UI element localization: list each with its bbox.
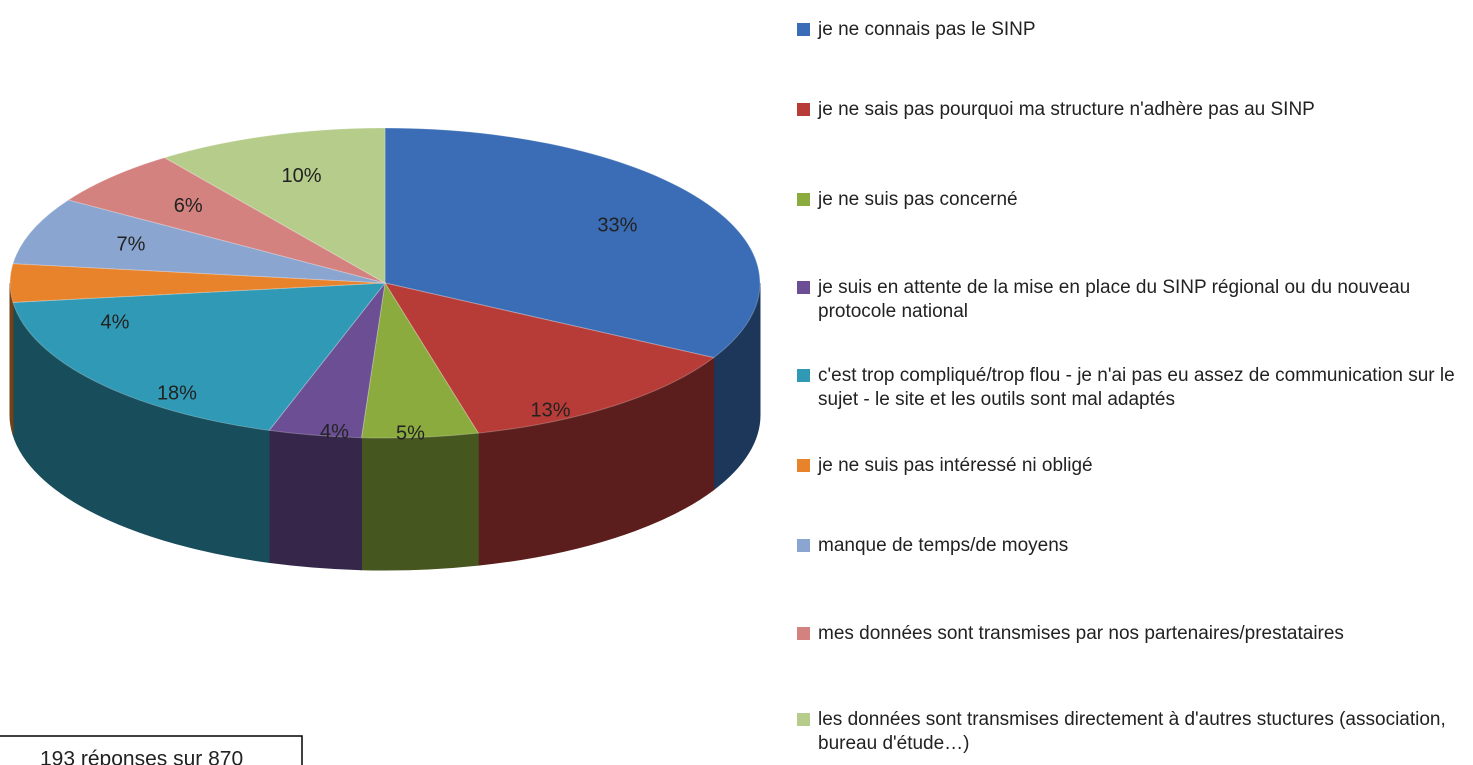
legend-item: manque de temps/de moyens xyxy=(797,534,1467,558)
legend-item: je ne suis pas concerné xyxy=(797,188,1467,212)
legend-item: je ne connais pas le SINP xyxy=(797,18,1467,42)
legend-swatch xyxy=(797,281,810,294)
legend-swatch xyxy=(797,539,810,552)
slice xyxy=(268,281,386,439)
data-label: 4% xyxy=(320,421,349,443)
slice xyxy=(383,282,715,434)
data-label: 13% xyxy=(530,399,570,421)
data-label: 10% xyxy=(282,165,322,187)
data-label: 4% xyxy=(101,311,130,333)
legend-item: je ne sais pas pourquoi ma structure n'a… xyxy=(797,98,1467,122)
legend-swatch xyxy=(797,459,810,472)
legend-item: les données sont transmises directement … xyxy=(797,708,1467,756)
slice xyxy=(12,199,386,284)
data-label: 5% xyxy=(396,422,425,444)
legend-item: mes données sont transmises par nos part… xyxy=(797,622,1467,646)
legend-label: les données sont transmises directement … xyxy=(818,709,1446,754)
slice xyxy=(9,263,386,303)
slice xyxy=(12,282,387,431)
legend-item: c'est trop compliqué/trop flou - je n'ai… xyxy=(797,364,1467,412)
legend-label: mes données sont transmises par nos part… xyxy=(818,623,1344,644)
legend-swatch xyxy=(797,103,810,116)
slice xyxy=(360,281,480,439)
legend-swatch xyxy=(797,369,810,382)
data-label: 7% xyxy=(117,233,146,255)
legend-label: je ne suis pas intéressé ni obligé xyxy=(818,455,1093,476)
data-label: 6% xyxy=(174,195,203,217)
annotation: 193 réponses sur 870 xyxy=(40,748,243,765)
legend-label: manque de temps/de moyens xyxy=(818,535,1069,556)
legend-swatch xyxy=(797,23,810,36)
legend-label: je ne sais pas pourquoi ma structure n'a… xyxy=(818,99,1315,120)
legend-label: je suis en attente de la mise en place d… xyxy=(818,277,1411,322)
legend-label: je ne connais pas le SINP xyxy=(818,19,1036,40)
slice-side xyxy=(268,429,362,571)
data-label: 18% xyxy=(157,382,197,404)
slice-side xyxy=(360,432,479,571)
legend-label: c'est trop compliqué/trop flou - je n'ai… xyxy=(818,365,1455,410)
slice-side xyxy=(9,282,14,435)
legend-swatch xyxy=(797,713,810,726)
legend-item: je ne suis pas intéressé ni obligé xyxy=(797,454,1467,478)
slice xyxy=(384,127,761,359)
data-label: 33% xyxy=(597,214,637,236)
slice xyxy=(163,127,386,284)
legend-label: je ne suis pas concerné xyxy=(818,189,1018,210)
legend-swatch xyxy=(797,193,810,206)
slice xyxy=(67,157,386,284)
annotation-box xyxy=(0,735,303,765)
legend-item: je suis en attente de la mise en place d… xyxy=(797,276,1467,324)
legend-swatch xyxy=(797,627,810,640)
